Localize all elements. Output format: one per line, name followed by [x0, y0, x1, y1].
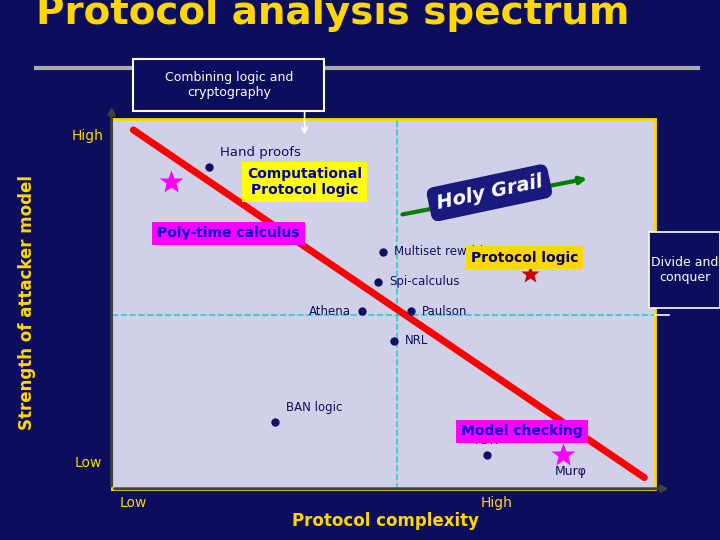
Text: Protocol logic: Protocol logic — [471, 251, 578, 265]
Text: Protocol complexity: Protocol complexity — [292, 512, 479, 530]
Text: High: High — [72, 130, 104, 144]
Text: Low: Low — [74, 456, 102, 470]
Text: Strength of attacker model: Strength of attacker model — [18, 175, 37, 430]
Text: Spi-calculus: Spi-calculus — [389, 275, 459, 288]
Text: FDR: FDR — [474, 434, 499, 447]
Text: Divide and
conquer: Divide and conquer — [651, 256, 719, 284]
Text: Protocol analysis spectrum: Protocol analysis spectrum — [36, 0, 629, 32]
Text: Hand proofs: Hand proofs — [220, 146, 301, 159]
Text: Low: Low — [120, 496, 147, 510]
Text: Athena: Athena — [309, 305, 351, 318]
Text: BAN logic: BAN logic — [286, 401, 342, 414]
Text: Model checking: Model checking — [462, 424, 582, 438]
Text: Computational
Protocol logic: Computational Protocol logic — [247, 166, 362, 197]
Text: Poly-time calculus: Poly-time calculus — [157, 226, 300, 240]
Text: Holy Grail: Holy Grail — [435, 172, 544, 213]
Text: NRL: NRL — [405, 334, 428, 347]
Text: Paulson: Paulson — [421, 305, 467, 318]
Text: Combining logic and
cryptography: Combining logic and cryptography — [165, 71, 293, 99]
Text: Multiset rewriting: Multiset rewriting — [395, 246, 498, 259]
Text: Murφ: Murφ — [555, 464, 587, 478]
Text: High: High — [481, 496, 513, 510]
